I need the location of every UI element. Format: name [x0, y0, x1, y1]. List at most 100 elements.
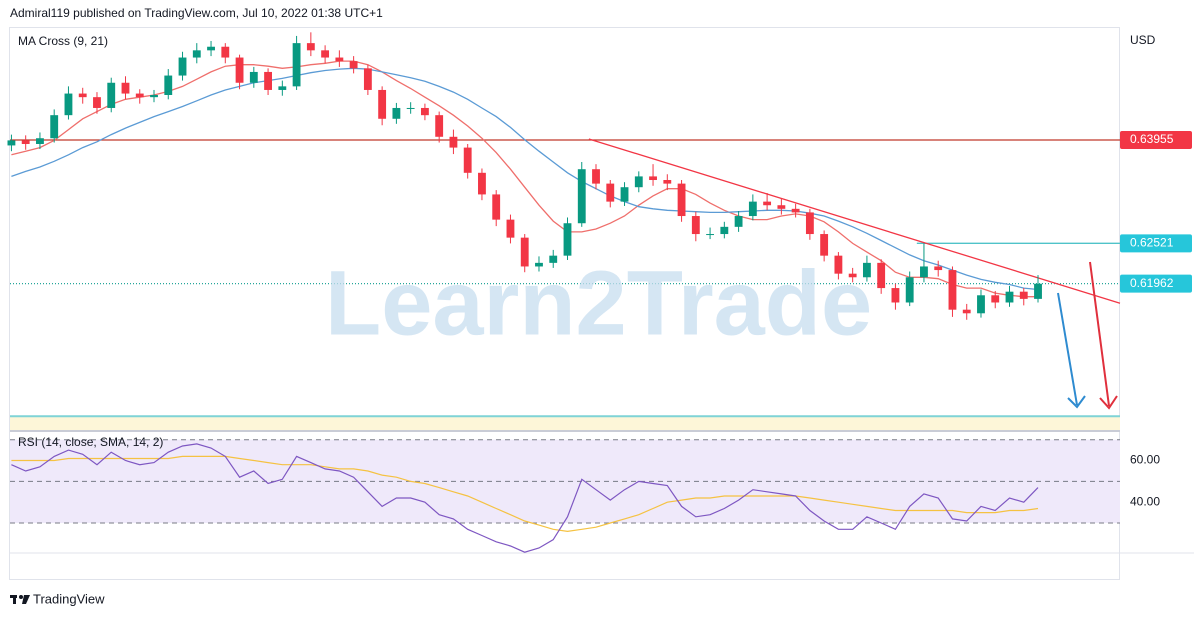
candle-body	[834, 255, 843, 274]
candle-body	[78, 93, 87, 98]
candle-body	[36, 138, 44, 144]
candle-body	[249, 71, 258, 83]
candle-body	[620, 187, 629, 202]
price-level-box	[1120, 274, 1192, 293]
candle-body	[1005, 291, 1014, 303]
price-level-label: 0.62521	[1130, 236, 1174, 250]
candle-body	[21, 140, 30, 144]
main-layer	[7, 32, 1121, 553]
candle-body	[563, 223, 572, 256]
logo-mark	[22, 595, 30, 604]
candle-body	[948, 270, 957, 310]
candle-body	[606, 183, 615, 202]
moving-average	[11, 60, 1038, 298]
candle-body	[520, 237, 529, 267]
watermark: Learn2Trade	[325, 252, 872, 354]
logo	[10, 595, 30, 604]
support-zone	[10, 416, 1120, 430]
candle-body	[449, 136, 458, 148]
candle-body	[207, 46, 215, 51]
candle-body	[492, 194, 501, 220]
candle-body	[264, 71, 272, 90]
candle-body	[406, 107, 415, 109]
candle-body	[335, 57, 344, 62]
candle-body	[235, 57, 244, 83]
candle-body	[720, 226, 729, 235]
candle-body	[349, 61, 358, 69]
candle-body	[121, 82, 130, 94]
candle-body	[577, 169, 586, 224]
candle-body	[463, 147, 472, 173]
candle-body	[592, 169, 600, 184]
candle-body	[920, 266, 928, 278]
candle-body	[420, 107, 429, 116]
price-level-label: 0.61962	[1130, 276, 1174, 290]
footer-brand: TradingView	[33, 591, 105, 606]
price-level-box	[1120, 131, 1192, 150]
candle-body	[192, 50, 201, 58]
rsi-title: RSI (14, close, SMA, 14, 2)	[18, 435, 163, 449]
candle-body	[706, 234, 714, 236]
candle-body	[1034, 283, 1042, 299]
candle-body	[777, 205, 786, 209]
rsi-line	[11, 443, 1039, 553]
candle-body	[178, 57, 187, 76]
price-level-label: 0.63955	[1130, 132, 1174, 146]
candle-body	[634, 176, 643, 188]
candle-body	[991, 295, 1000, 303]
candle-body	[862, 262, 871, 278]
candle-body	[934, 266, 943, 271]
candle-body	[164, 75, 173, 95]
axis-layer: 0.63955 0.62521 0.61962 60.00 40.00	[1120, 131, 1192, 508]
publish-header: Admiral119 published on TradingView.com,…	[10, 6, 383, 20]
candle-body	[848, 273, 857, 278]
candle-body	[663, 180, 672, 184]
blue-arrow	[1057, 292, 1086, 409]
trendline	[588, 138, 1121, 304]
candle-body	[363, 68, 372, 90]
candle-body	[677, 183, 686, 217]
candle-body	[7, 140, 16, 146]
candle-body	[549, 255, 558, 263]
candle-body	[535, 262, 543, 267]
candle-body	[135, 93, 144, 98]
moving-average	[11, 67, 1039, 291]
candle-body	[748, 201, 757, 217]
rsi-tick-label: 60.00	[1130, 453, 1160, 467]
indicator-title: MA Cross (9, 21)	[18, 34, 108, 48]
candle-body	[435, 115, 444, 137]
candle-body	[221, 46, 230, 58]
candle-body	[321, 50, 330, 58]
candle-body	[64, 93, 73, 116]
candle-body	[734, 216, 743, 227]
candle-body	[107, 82, 116, 108]
candle-body	[1019, 291, 1028, 299]
candle-body	[278, 86, 287, 90]
candle-body	[905, 277, 914, 303]
candle-body	[306, 43, 315, 51]
logo-mark	[19, 595, 23, 599]
candle-body	[649, 176, 657, 181]
candle-body	[977, 295, 985, 314]
back-layer	[10, 139, 1120, 524]
currency: USD	[1130, 33, 1156, 47]
candle-body	[50, 115, 59, 139]
candle-body	[691, 216, 700, 235]
candle-body	[150, 95, 158, 98]
rsi-line	[11, 455, 1039, 533]
candle-body	[805, 212, 814, 235]
candle-body	[292, 43, 301, 87]
candle-body	[378, 89, 387, 119]
candle-body	[791, 208, 800, 213]
candle-body	[877, 262, 886, 289]
candle-body	[891, 288, 900, 303]
candle-body	[763, 201, 772, 206]
logo-mark	[13, 595, 16, 604]
candle-body	[506, 219, 515, 238]
candle-body	[820, 234, 829, 256]
red-arrow	[1089, 261, 1118, 410]
candle-body	[392, 107, 401, 119]
candle-body	[478, 172, 486, 195]
